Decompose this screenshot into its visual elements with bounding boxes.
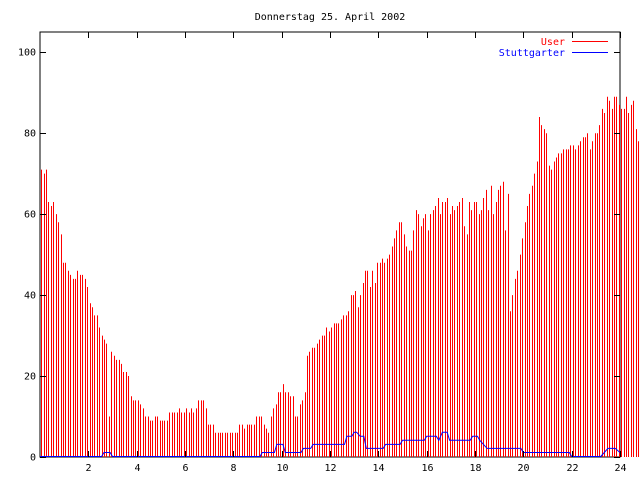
y-tick-label: 40 — [24, 291, 36, 302]
legend-label: Stuttgarter — [499, 48, 565, 59]
x-tick-label: 6 — [182, 463, 188, 474]
y-tick-label: 100 — [18, 48, 36, 59]
stuttgarter-series-lines — [40, 431, 621, 457]
y-tick-label: 0 — [30, 453, 36, 464]
x-tick-label: 20 — [517, 463, 529, 474]
user-series-bars — [41, 96, 639, 457]
y-tick-label: 60 — [24, 210, 36, 221]
y-tick-label: 80 — [24, 129, 36, 140]
x-tick-label: 18 — [469, 463, 481, 474]
x-tick-label: 8 — [230, 463, 236, 474]
x-axis: 2 4 6 8 10 12 14 16 18 20 22 24 — [85, 32, 627, 474]
x-tick-label: 10 — [276, 463, 288, 474]
x-tick-label: 2 — [85, 463, 91, 474]
x-tick-label: 14 — [372, 463, 384, 474]
x-tick-label: 22 — [566, 463, 578, 474]
legend-label: User — [541, 37, 565, 48]
chart-title: Donnerstag 25. April 2002 — [255, 12, 406, 23]
x-tick-label: 12 — [324, 463, 336, 474]
x-tick-label: 16 — [421, 463, 433, 474]
x-tick-label: 24 — [614, 463, 626, 474]
stuttgarter-line — [40, 431, 621, 457]
y-axis: 0 20 40 60 80 100 — [18, 48, 620, 464]
x-tick-label: 4 — [134, 463, 140, 474]
y-tick-label: 20 — [24, 372, 36, 383]
